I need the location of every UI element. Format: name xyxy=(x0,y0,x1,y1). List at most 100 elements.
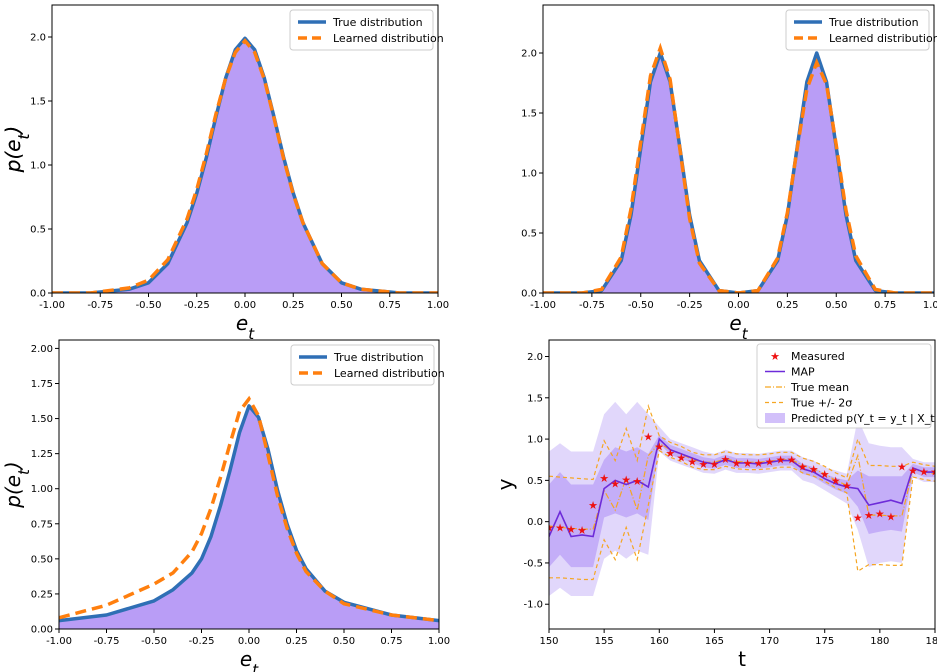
x-tick-label: -0.75 xyxy=(94,636,120,647)
measured-point: ★ xyxy=(765,455,775,468)
y-axis-label: p(et) xyxy=(1,126,33,174)
histogram-fill xyxy=(52,38,438,293)
learned-distribution-line xyxy=(52,38,438,293)
y-tick-label: 2.0 xyxy=(30,33,46,44)
predicted-outer-band xyxy=(549,401,935,596)
legend-box xyxy=(289,9,434,51)
x-tick-label: 0.00 xyxy=(238,636,260,647)
learned-distribution-line xyxy=(543,42,934,293)
x-tick-label: -0.25 xyxy=(677,300,703,311)
x-tick-label: 0.25 xyxy=(285,636,307,647)
measured-point: ★ xyxy=(743,457,753,470)
x-tick-label: -1.00 xyxy=(46,636,72,647)
y-tick-label: 0.0 xyxy=(527,517,543,528)
y-tick-label: -0.5 xyxy=(523,558,543,569)
y-tick-label: 2.0 xyxy=(521,49,537,60)
x-tick-label: 0.25 xyxy=(282,300,304,311)
measured-point: ★ xyxy=(676,451,686,464)
panel-timeseries: ★ ★ ★ ★★★ ★ ★ ★★★★ ★ ★ ★ ★ ★ ★ ★ ★ ★ ★ ★★ ★ ★★ ★★ ★ ★ ★★ ★ ★ ★150 1… xyxy=(493,339,937,671)
measured-point: ★ xyxy=(588,499,598,512)
measured-point: ★ xyxy=(555,521,565,534)
y-tick-label: 1.5 xyxy=(521,109,537,120)
legend-box xyxy=(290,344,435,386)
x-tick-label: -0.25 xyxy=(189,636,215,647)
histogram-fill xyxy=(543,53,934,293)
x-tick-label: 165 xyxy=(705,636,724,647)
x-tick-label: 0.75 xyxy=(380,636,402,647)
measured-point: ★ xyxy=(621,474,631,487)
measured-point: ★ xyxy=(809,463,819,476)
x-tick-label: 0.00 xyxy=(727,300,749,311)
measured-point: ★ xyxy=(864,509,874,522)
measured-point: ★ xyxy=(776,454,786,467)
y-tick-label: 1.75 xyxy=(31,379,53,390)
y-tick-label: 0.5 xyxy=(527,476,543,487)
y-axis-label: p(et) xyxy=(1,126,33,174)
y-tick-label: 0.0 xyxy=(521,289,537,300)
x-tick-label: 155 xyxy=(595,636,614,647)
x-tick-label: -1.00 xyxy=(39,300,65,311)
measured-point: ★ xyxy=(599,472,609,485)
histogram-fill xyxy=(59,405,439,629)
y-tick-label: 1.0 xyxy=(527,435,543,446)
measured-point: ★ xyxy=(610,478,620,491)
x-tick-label: 175 xyxy=(815,636,834,647)
measured-point: ★ xyxy=(820,468,830,481)
panel-skewed: -1.00 -0.75 -0.50 -0.25 0.00 0.25 0.50 0.75 1.00… xyxy=(1,339,450,672)
legend-label: True mean xyxy=(790,381,849,394)
measured-point: ★ xyxy=(853,512,863,525)
measured-point: ★ xyxy=(632,475,642,488)
legend-label: Measured xyxy=(791,350,845,363)
true-distribution-line xyxy=(543,51,934,293)
predicted-inner-band xyxy=(549,435,935,568)
measured-point: ★ xyxy=(643,431,653,444)
measured-point: ★ xyxy=(721,453,731,466)
true-upper-line xyxy=(549,403,935,481)
measured-point: ★ xyxy=(566,523,576,536)
y-tick-label: 0.5 xyxy=(30,225,46,236)
x-tick-label: 180 xyxy=(870,636,889,647)
measured-point: ★ xyxy=(709,458,719,471)
measured-point: ★ xyxy=(687,455,697,468)
y-tick-label: 2.0 xyxy=(527,352,543,363)
measured-point: ★ xyxy=(930,465,937,478)
measured-point: ★ xyxy=(798,460,808,473)
y-tick-label: 1.25 xyxy=(31,449,53,460)
x-tick-label: 0.50 xyxy=(333,636,355,647)
x-axis-label: et xyxy=(729,311,748,343)
plot-area xyxy=(59,395,439,629)
plot-area xyxy=(52,36,438,293)
legend-label-learned: Learned distribution xyxy=(333,32,444,45)
x-axis-label: et xyxy=(240,647,259,672)
legend-swatch-measured: ★ xyxy=(770,350,780,363)
legend-label-true: True distribution xyxy=(332,16,423,29)
x-tick-label: 0.75 xyxy=(874,300,896,311)
measured-point: ★ xyxy=(665,447,675,460)
legend-label-learned: Learned distribution xyxy=(334,367,445,380)
y-tick-label: 1.0 xyxy=(30,161,46,172)
x-tick-label: 185 xyxy=(925,636,937,647)
plot-area xyxy=(543,42,934,293)
x-tick-label: 0.50 xyxy=(825,300,847,311)
x-tick-label: -0.25 xyxy=(184,300,210,311)
x-tick-label: 0.00 xyxy=(234,300,256,311)
measured-point: ★ xyxy=(886,511,896,524)
legend-label: True +/- 2σ xyxy=(790,397,852,410)
measured-point: ★ xyxy=(919,465,929,478)
y-tick-label: 0.5 xyxy=(521,229,537,240)
measured-point: ★ xyxy=(897,460,907,473)
y-tick-label: 1.5 xyxy=(30,97,46,108)
measured-point: ★ xyxy=(842,479,852,492)
x-tick-label: -0.50 xyxy=(141,636,167,647)
x-tick-label: -0.75 xyxy=(579,300,605,311)
x-tick-label: -0.50 xyxy=(628,300,654,311)
measured-point: ★ xyxy=(908,464,918,477)
measured-point: ★ xyxy=(544,521,554,534)
x-axis-label: et xyxy=(236,311,255,343)
legend-swatch-predicted xyxy=(765,413,785,423)
x-tick-label: 0.25 xyxy=(776,300,798,311)
legend-label: Predicted p(Y_t = y_t | X_t = x_t) xyxy=(791,412,937,425)
legend-box xyxy=(785,9,930,51)
y-axis-label: y xyxy=(493,478,517,490)
